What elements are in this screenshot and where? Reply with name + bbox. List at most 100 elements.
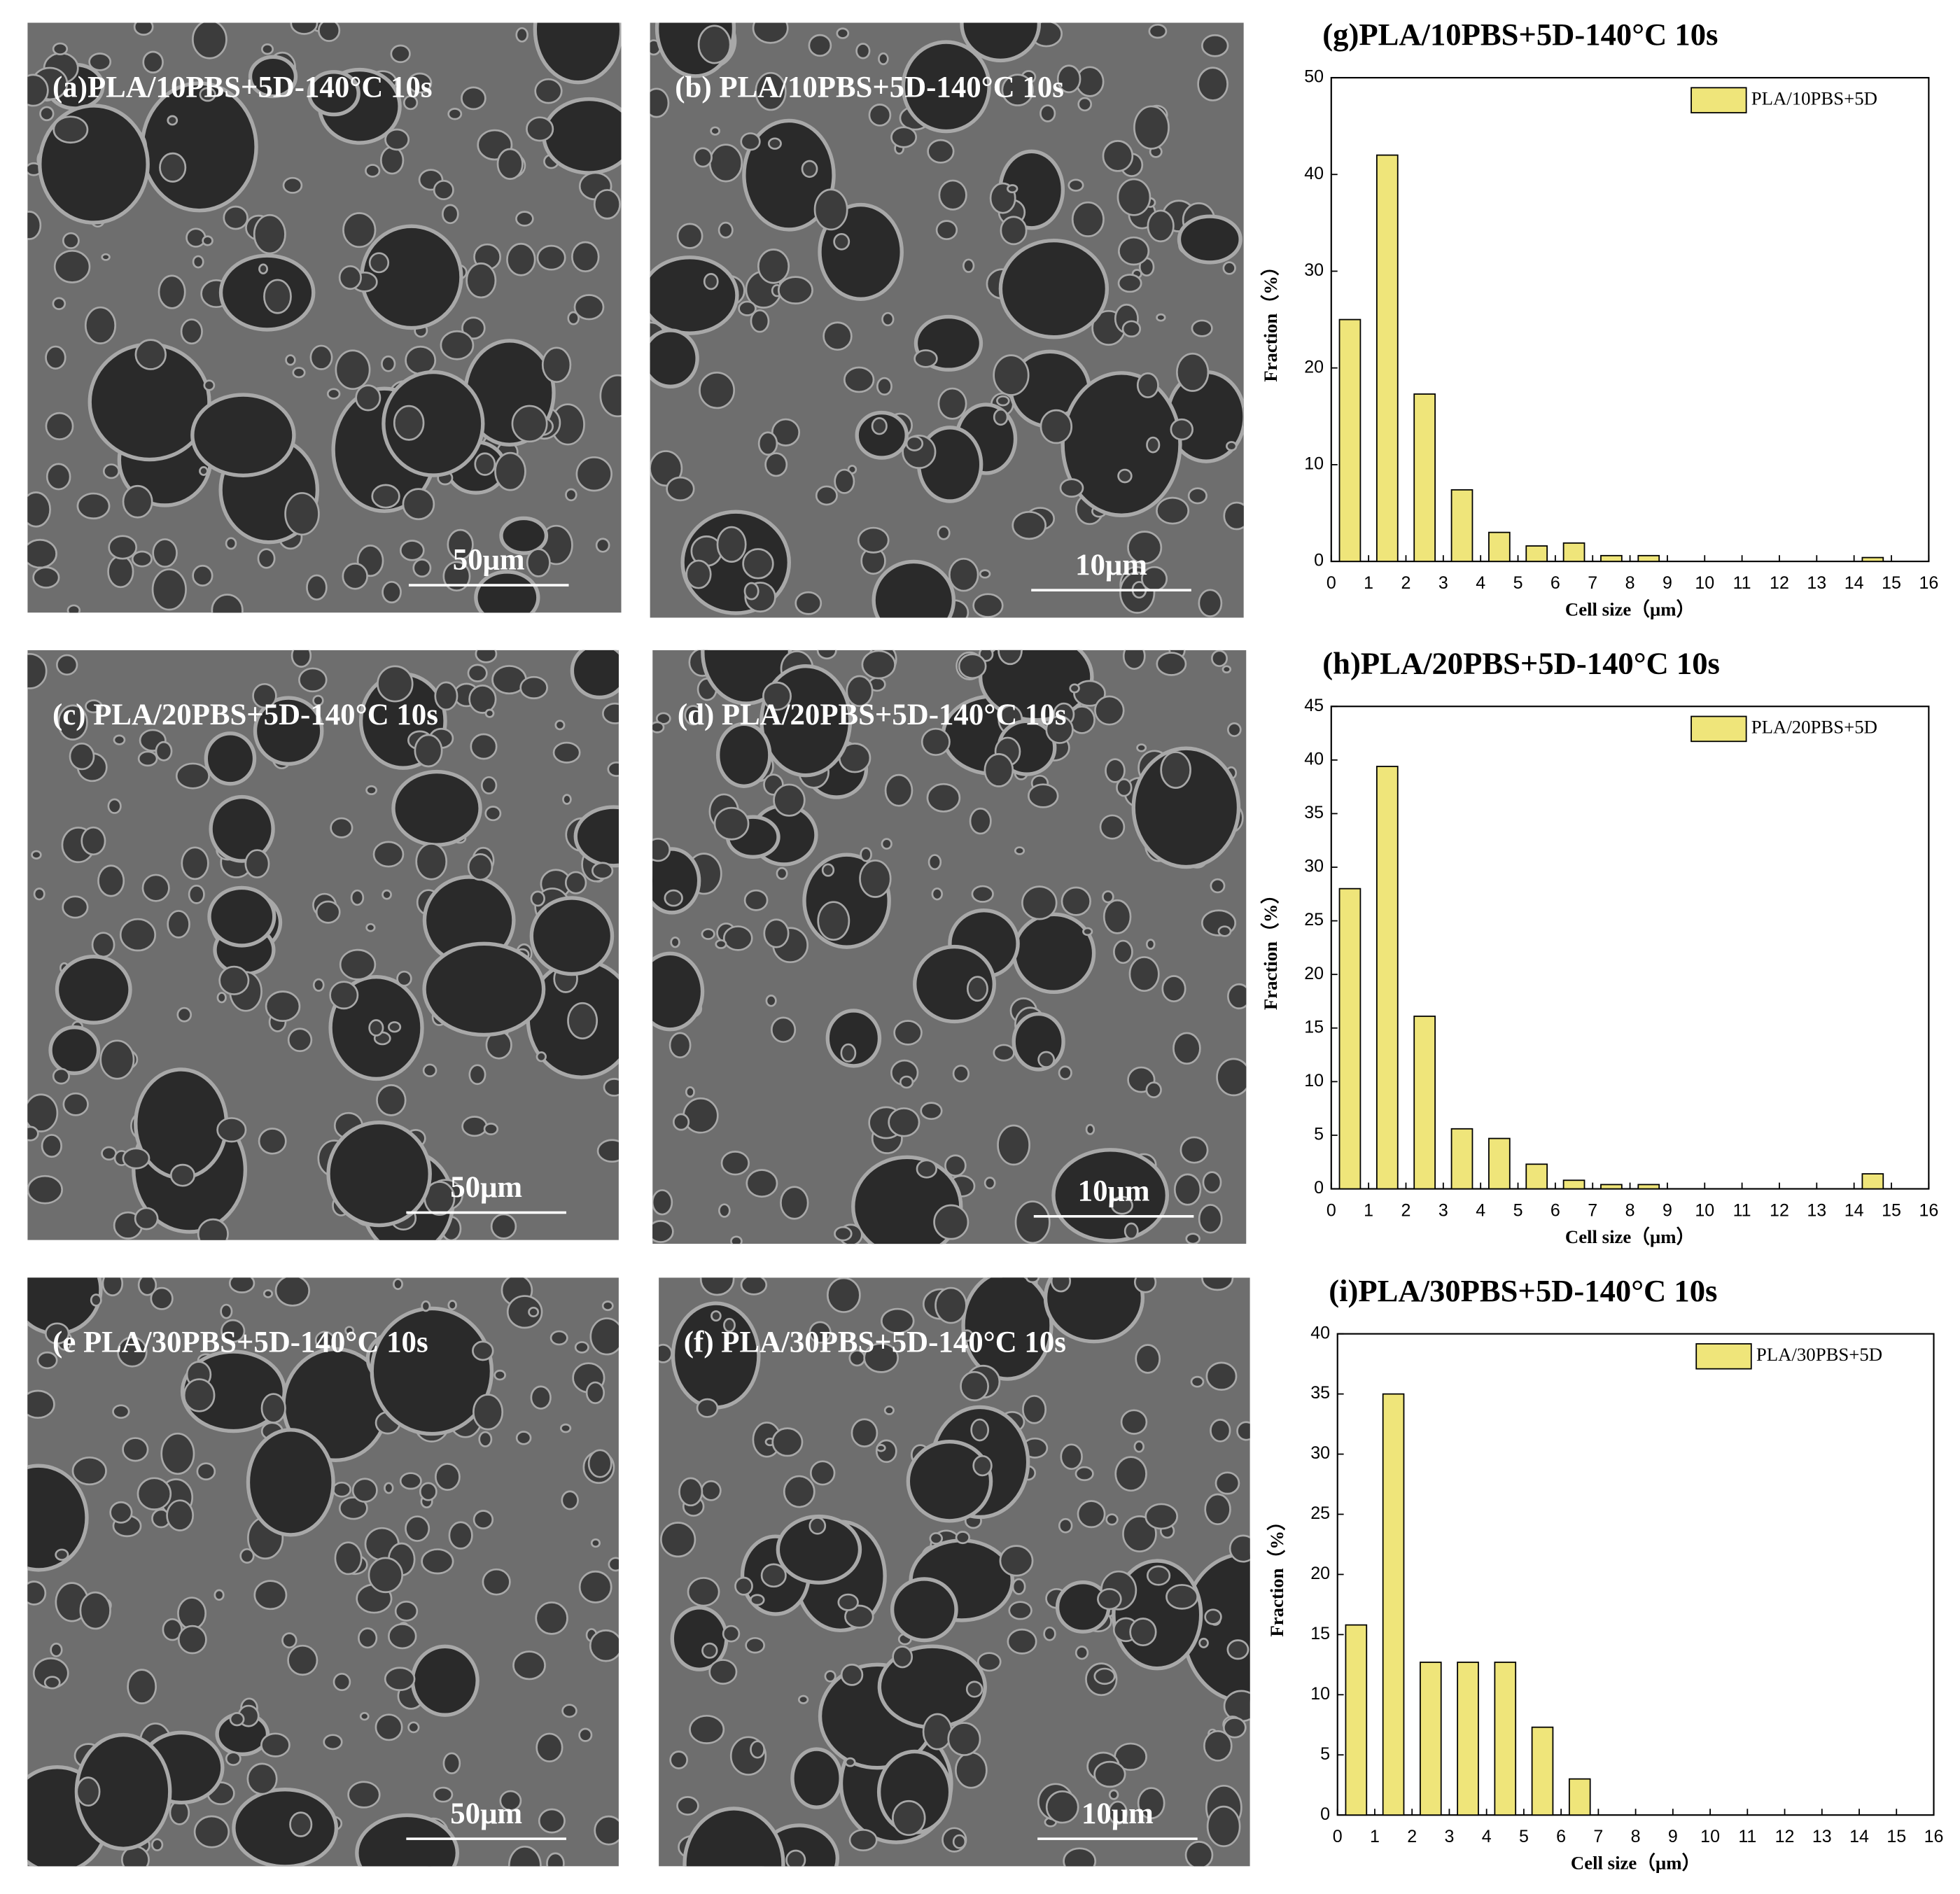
pore xyxy=(133,22,154,36)
x-tick-label: 0 xyxy=(1326,1200,1336,1220)
sem-texture xyxy=(650,22,1244,618)
pore xyxy=(1156,652,1187,676)
bar xyxy=(1531,1726,1554,1816)
pore xyxy=(710,1310,722,1322)
pore xyxy=(1001,73,1035,106)
pore xyxy=(1060,371,1182,517)
pore xyxy=(771,1427,804,1457)
pore xyxy=(861,650,896,680)
pore xyxy=(246,1762,278,1795)
pore xyxy=(872,559,956,618)
pore xyxy=(993,1044,1015,1062)
pore xyxy=(976,1652,1002,1672)
pore xyxy=(552,741,581,764)
pore xyxy=(45,345,66,370)
pore xyxy=(765,995,777,1007)
pore xyxy=(368,252,390,274)
pore xyxy=(220,1303,233,1319)
pore xyxy=(62,895,89,919)
x-axis-label: Cell size（μm） xyxy=(1565,599,1695,620)
pore xyxy=(669,1751,689,1769)
pore xyxy=(723,1317,736,1333)
pore xyxy=(314,1331,335,1350)
sem-image xyxy=(652,650,1247,1244)
pore xyxy=(136,1477,172,1510)
x-tick-label: 13 xyxy=(1807,1200,1826,1220)
pore xyxy=(593,189,621,220)
pore xyxy=(890,126,918,148)
pore xyxy=(1133,1277,1157,1293)
pore xyxy=(468,685,497,714)
pore xyxy=(750,1740,766,1759)
pore xyxy=(467,664,488,682)
pore xyxy=(387,1623,417,1650)
pore xyxy=(519,675,549,700)
pore xyxy=(1236,1421,1250,1441)
pore xyxy=(541,346,572,384)
pore xyxy=(546,1852,565,1867)
pore xyxy=(46,463,71,491)
bar xyxy=(1345,1624,1368,1816)
pore xyxy=(48,1025,101,1076)
pore xyxy=(447,1300,457,1311)
pore xyxy=(107,798,122,814)
pore xyxy=(472,1340,494,1361)
pore xyxy=(526,548,551,577)
scale-bar-label: 50μm xyxy=(450,1171,522,1204)
pore xyxy=(1117,468,1133,484)
pore xyxy=(1050,1277,1072,1293)
pore xyxy=(1093,1667,1116,1685)
y-tick-label: 20 xyxy=(1310,1564,1330,1583)
pore xyxy=(422,1063,438,1078)
pore xyxy=(1127,531,1163,565)
pore xyxy=(122,1147,150,1170)
bar xyxy=(1600,1184,1623,1190)
pore xyxy=(1116,778,1133,797)
x-tick-label: 1 xyxy=(1370,1827,1380,1846)
pore xyxy=(506,1295,543,1329)
x-tick-label: 13 xyxy=(1807,573,1826,593)
pore xyxy=(312,978,325,992)
pore xyxy=(1146,1565,1171,1586)
pore xyxy=(960,1329,974,1342)
pore xyxy=(730,1235,743,1244)
bar xyxy=(1338,888,1362,1190)
pore xyxy=(997,650,1023,666)
x-tick-label: 14 xyxy=(1849,1827,1869,1846)
pore xyxy=(1161,975,1186,1003)
pore xyxy=(1007,1628,1037,1655)
y-tick-label: 10 xyxy=(1304,1071,1324,1090)
pore xyxy=(484,708,495,718)
pore xyxy=(62,1092,89,1116)
sem-texture xyxy=(652,650,1247,1244)
pore xyxy=(533,22,622,85)
pore xyxy=(1204,1493,1231,1526)
pore xyxy=(776,867,788,881)
pore xyxy=(155,741,173,762)
pore xyxy=(916,1159,938,1179)
x-tick-label: 7 xyxy=(1593,1827,1603,1846)
pore xyxy=(601,1300,614,1312)
pore xyxy=(223,205,248,230)
pore xyxy=(848,1828,878,1852)
pore xyxy=(815,485,838,506)
pore xyxy=(330,817,354,839)
y-tick-label: 30 xyxy=(1304,260,1324,280)
pore xyxy=(31,850,42,860)
x-tick-label: 8 xyxy=(1625,573,1635,593)
pore xyxy=(433,179,454,201)
pore xyxy=(344,1326,355,1335)
pore xyxy=(1136,743,1147,752)
pore xyxy=(834,1226,853,1242)
pore xyxy=(1082,927,1093,937)
pore xyxy=(529,896,615,976)
x-tick-label: 5 xyxy=(1513,1200,1523,1220)
x-tick-label: 3 xyxy=(1438,1200,1448,1220)
pore xyxy=(840,1043,857,1062)
pore xyxy=(197,1218,229,1240)
pore xyxy=(494,451,526,491)
x-tick-label: 11 xyxy=(1733,1200,1751,1220)
pore xyxy=(650,450,683,487)
pore xyxy=(716,526,747,563)
pore xyxy=(1105,758,1126,783)
